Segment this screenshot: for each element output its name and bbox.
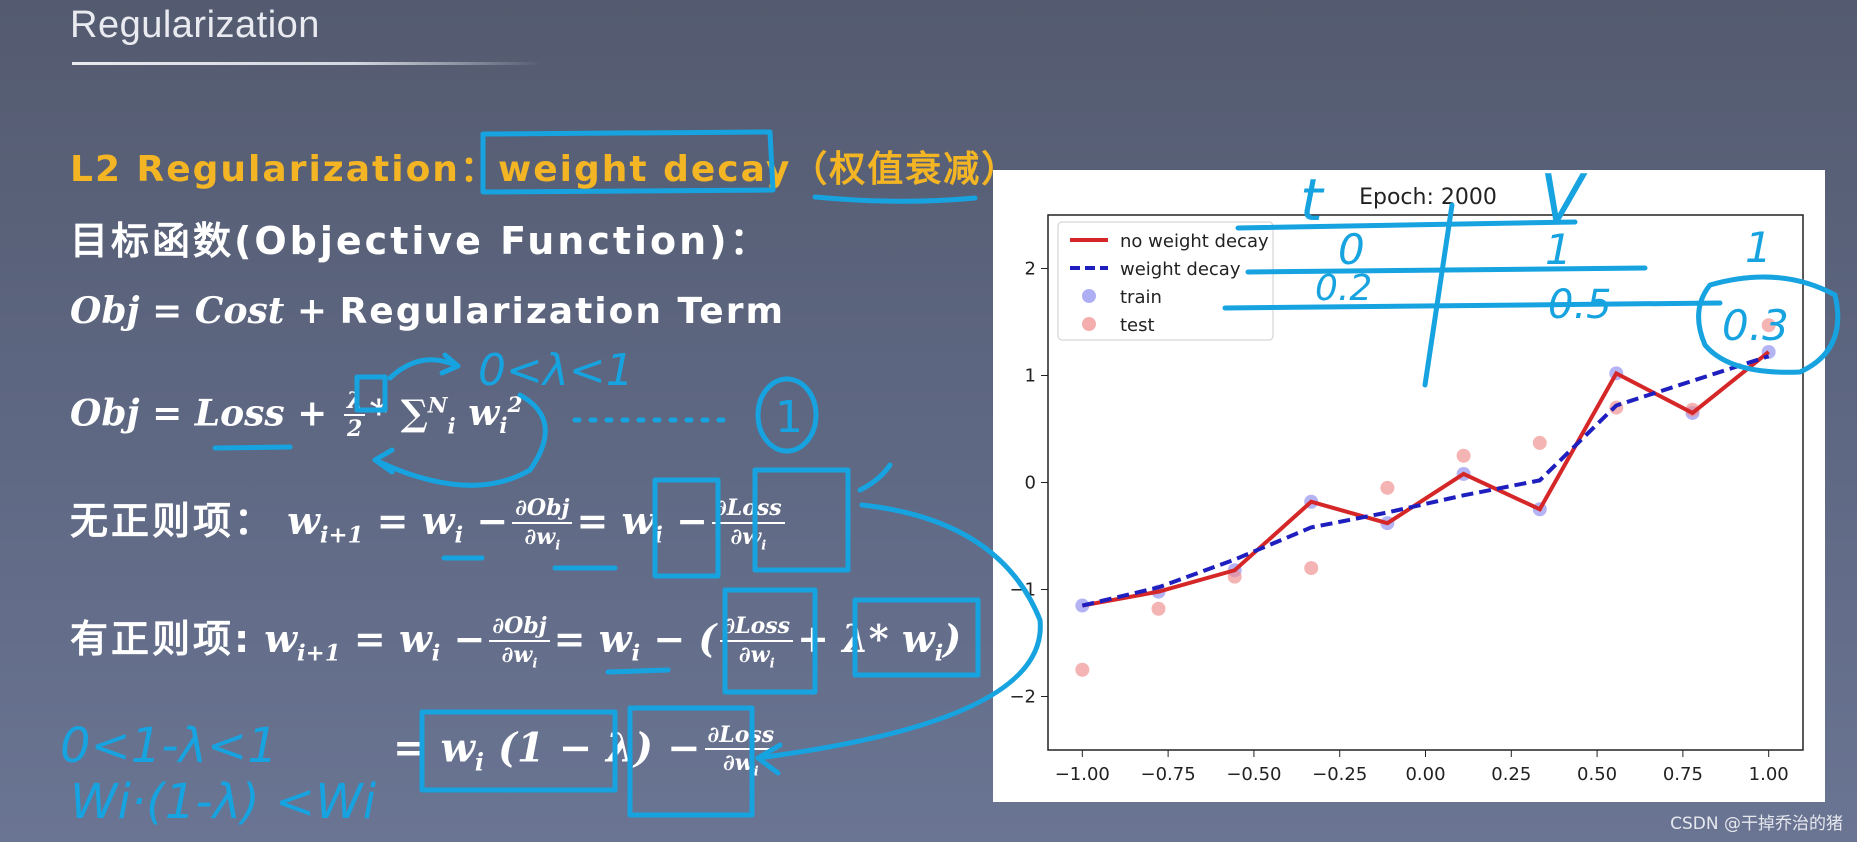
l2-heading: L2 Regularization：weight decay（权值衰减）	[70, 140, 1019, 192]
arrowhead-lambda	[439, 352, 461, 376]
test-point	[1532, 435, 1547, 450]
test-point	[1304, 561, 1319, 576]
test-point	[1761, 318, 1776, 333]
x-tick-label: 0.75	[1663, 764, 1703, 785]
eq1-lhs: Obj = Cost +	[70, 290, 340, 332]
arrow-lambda	[387, 357, 458, 381]
plot-svg: Epoch: 2000 −1.00 −0.75 −0.50 −0.25 0.00 0.25…	[1009, 185, 1804, 785]
two-denominator: 2	[346, 416, 363, 443]
watermark: CSDN @干掉乔治的猪	[1670, 814, 1843, 834]
x-tick-label: −0.25	[1312, 764, 1367, 785]
eq2-lhs: Obj = Loss +	[70, 392, 340, 435]
legend-weight-decay: weight decay	[1120, 259, 1241, 280]
chart-title: Epoch: 2000	[1359, 185, 1497, 210]
test-point	[1075, 662, 1090, 677]
x-tick-label: −0.75	[1141, 764, 1196, 785]
eq2-sum: * ∑	[369, 392, 428, 435]
y-tick-label: 1	[1025, 366, 1036, 387]
sum-lower-i: i	[447, 414, 456, 440]
series-group	[1075, 318, 1776, 677]
x-tick-label: −0.50	[1226, 764, 1281, 785]
l2-cn-suffix: （权值衰减）	[791, 149, 1020, 190]
test-point	[1456, 448, 1471, 463]
lambda-wi-term: λ* w	[842, 616, 935, 661]
eq4-label: 有正则项:	[70, 617, 253, 661]
y-tick-label: 2	[1025, 259, 1036, 280]
training-plot: Epoch: 2000 −1.00 −0.75 −0.50 −0.25 0.00 0.25…	[993, 170, 1825, 802]
legend-no-weight-decay: no weight decay	[1120, 231, 1269, 252]
title-underline	[72, 62, 542, 65]
x-tick-label: 1.00	[1749, 764, 1789, 785]
hw-circle-one: 1	[775, 392, 803, 443]
eq5-body: = w	[393, 724, 475, 772]
equation-no-regularization: 无正则项： wi+1 = wi − ∂Obj ∂wi = wi − ∂Loss ∂wi	[70, 490, 789, 554]
underline-cn	[812, 194, 978, 204]
equation-decay-form: = wi (1 − λ) − ∂Loss ∂wi	[393, 722, 781, 781]
y-tick-label: 0	[1025, 473, 1036, 494]
legend-swatch-test	[1082, 317, 1096, 331]
x-tick-label: 0.00	[1405, 764, 1445, 785]
weight-decay-term: weight decay	[497, 149, 792, 190]
l2-prefix: L2 Regularization：	[70, 149, 498, 190]
legend: no weight decay weight decay train test	[1057, 221, 1274, 341]
eq4-body: wi+1 = wi − ∂Obj ∂wi = wi − (∂Loss ∂wi + λ* w…	[264, 613, 962, 671]
legend-box	[1057, 221, 1274, 341]
test-point	[1151, 601, 1166, 616]
hw-weight-ineq: Wi·(1-λ) <Wi	[70, 774, 377, 830]
test-point	[1380, 480, 1395, 495]
sum-upper-n: N	[427, 393, 448, 419]
x-tick-label: 0.50	[1577, 764, 1617, 785]
eq3-label: 无正则项：	[70, 499, 276, 543]
legend-test: test	[1120, 315, 1155, 336]
underline-loss	[212, 444, 293, 451]
slide-title: Regularization	[70, 4, 320, 46]
y-tick-label: −1	[1009, 580, 1036, 601]
equation-obj-loss: Obj = Loss + λ 2 * ∑Ni wi2	[70, 388, 523, 443]
eq3-body: wi+1 = wi − ∂Obj ∂wi = wi − ∂Loss ∂wi	[287, 495, 789, 553]
lambda-numerator: λ	[343, 388, 366, 417]
arrow-eq3-tip	[857, 462, 893, 493]
hw-factor-range: 0<1-λ<1	[60, 718, 278, 774]
objective-label: 目标函数(Objective Function)：	[70, 219, 771, 263]
equation-with-regularization: 有正则项: wi+1 = wi − ∂Obj ∂wi = wi − (∂Loss ∂wi…	[70, 608, 961, 672]
legend-train: train	[1120, 287, 1162, 308]
series-weight-decay-line	[1081, 354, 1770, 608]
circle-one	[755, 376, 819, 454]
wi-squared: wi2	[455, 392, 523, 440]
y-tick-label: −2	[1009, 687, 1036, 708]
x-tick-label: −1.00	[1055, 764, 1110, 785]
equation-obj-cost: Obj = Cost + Regularization Term	[70, 290, 785, 332]
x-tick-label: 0.25	[1491, 764, 1531, 785]
legend-swatch-train	[1082, 289, 1096, 303]
eq5-factor: (1 − λ)	[497, 724, 654, 772]
eq1-rhs: Regularization Term	[339, 291, 785, 332]
arrowhead-loop	[372, 447, 395, 475]
